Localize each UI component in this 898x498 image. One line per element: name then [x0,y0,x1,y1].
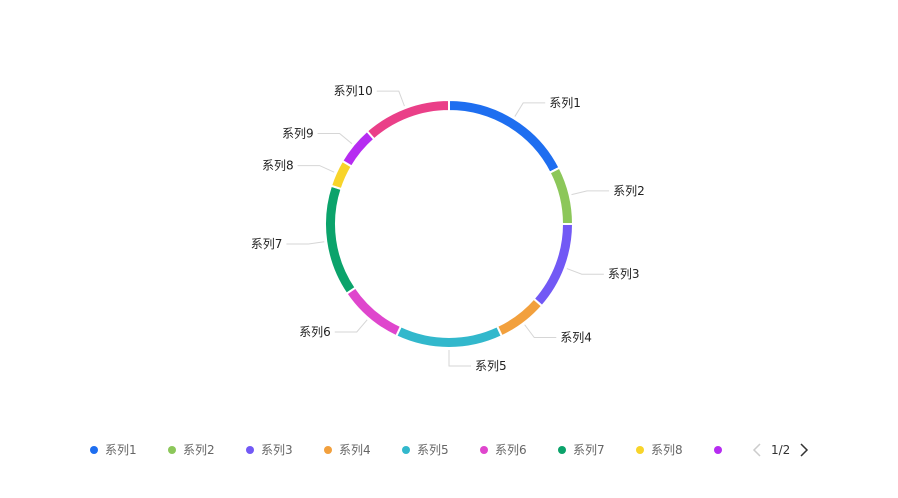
donut-slices [324,98,575,349]
legend-label: 系列2 [183,443,215,457]
legend-label: 系列4 [339,443,371,457]
label-leader-line [297,165,335,173]
legend-label: 系列8 [651,443,683,457]
legend-item[interactable]: 系列3 [246,443,293,457]
legend: 系列1 系列2 系列3 系列4 系列5 系列6 系列7 系列8 [90,443,722,457]
slice-label: 系列3 [608,267,640,281]
legend-page-indicator: 1/2 [771,443,790,457]
legend-marker [402,446,410,454]
donut-slice[interactable] [394,324,504,349]
label-leader-line [566,268,604,275]
slice-label: 系列9 [282,126,314,140]
legend-item[interactable]: 系列7 [558,443,605,457]
slice-label: 系列10 [334,84,373,98]
legend-item[interactable] [714,446,722,454]
legend-item[interactable]: 系列5 [402,443,449,457]
legend-marker [168,446,176,454]
label-leader-line [334,319,368,333]
slice-label: 系列6 [299,325,331,339]
legend-label: 系列1 [105,443,137,457]
legend-item[interactable]: 系列6 [480,443,527,457]
slice-label: 系列7 [251,237,283,251]
label-leader-line [514,102,546,117]
legend-marker [324,446,332,454]
slice-label: 系列4 [560,331,592,345]
label-leader-line [448,350,471,367]
donut-slice[interactable] [548,166,575,225]
legend-item[interactable]: 系列4 [324,443,371,457]
legend-marker [246,446,254,454]
legend-item[interactable]: 系列8 [636,443,683,457]
slice-label: 系列8 [262,159,294,173]
legend-label: 系列7 [573,443,605,457]
legend-marker [558,446,566,454]
donut-slice[interactable] [345,286,403,338]
legend-item[interactable]: 系列1 [90,443,137,457]
donut-slice[interactable] [532,223,575,308]
legend-prev-page-icon[interactable] [752,443,761,457]
legend-marker [714,446,722,454]
donut-slice[interactable] [448,98,561,175]
donut-slice[interactable] [365,98,450,141]
donut-slice[interactable] [495,297,544,338]
legend-item[interactable]: 系列2 [168,443,215,457]
label-leader-line [524,324,557,339]
donut-slice[interactable] [324,184,357,296]
slice-label: 系列2 [613,184,645,198]
label-leader-lines [286,90,610,367]
legend-label: 系列5 [417,443,449,457]
slice-labels: 系列1 系列2 系列3 系列4 系列5 系列6 系列7 系列8 系列9 系列10 [251,84,645,373]
legend-marker [90,446,98,454]
donut-slice[interactable] [340,129,376,168]
legend-next-page-icon[interactable] [800,443,809,457]
label-leader-line [571,190,610,196]
legend-label: 系列3 [261,443,293,457]
label-leader-line [376,90,405,107]
label-leader-line [317,132,353,145]
legend-pager: 1/2 [752,443,809,457]
slice-label: 系列1 [549,96,581,110]
label-leader-line [286,241,325,245]
legend-label: 系列6 [495,443,527,457]
legend-marker [636,446,644,454]
slice-label: 系列5 [475,359,507,373]
legend-marker [480,446,488,454]
